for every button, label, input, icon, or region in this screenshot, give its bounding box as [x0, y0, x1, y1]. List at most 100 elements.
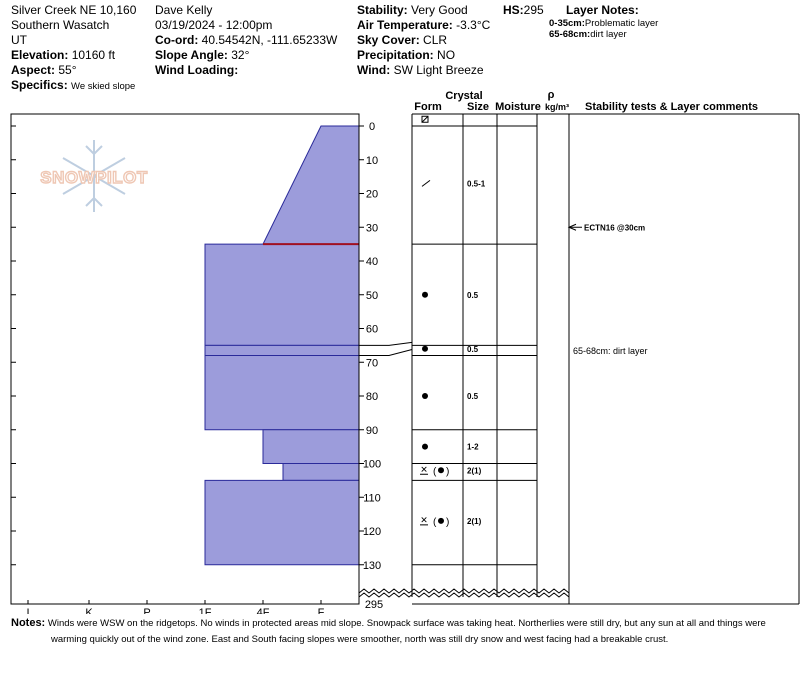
header-col-location: Silver Creek NE 10,160 Southern Wasatch … — [11, 3, 136, 93]
layer-comment-label: 65-68cm: dirt layer — [573, 346, 648, 356]
paren-icon: ) — [446, 466, 449, 477]
air-temp-value: -3.3°C — [456, 18, 491, 32]
header-col-conditions: Stability: Very Good Air Temperature: -3… — [357, 3, 490, 78]
sky-row: Sky Cover: CLR — [357, 33, 490, 48]
hardness-tick-label: F — [318, 607, 325, 614]
wind-label: Wind: — [357, 63, 391, 77]
specifics-row: Specifics: We skied slope — [11, 78, 136, 93]
layer-note-range: 0-35cm: — [549, 18, 585, 29]
aspect-label: Aspect: — [11, 63, 56, 77]
depth-axis: 0 10 20 30 40 50 60 70 80 90 100 110 120 130 295 — [11, 114, 383, 611]
crystal-size-label: 2(1) — [467, 517, 482, 526]
aspect-row: Aspect: 55° — [11, 63, 136, 78]
stability-row: Stability: Very Good — [357, 3, 490, 18]
rounded-grain-icon — [422, 443, 428, 450]
crystal-row — [421, 115, 429, 123]
hardness-tick-label: K — [85, 607, 93, 614]
depth-tick-label: 50 — [366, 290, 378, 302]
paren-icon: ( — [433, 466, 437, 477]
hardness-layer-bar — [262, 125, 360, 245]
snowflake-icon — [62, 140, 126, 212]
crystal-size-label: 0.5 — [467, 291, 479, 300]
elevation-value: 10160 ft — [71, 48, 116, 62]
depth-break-zigzag — [358, 588, 570, 594]
hs-label: HS: — [503, 3, 524, 17]
crystal-row: 0.5 — [422, 392, 479, 401]
rounded-grain-icon — [438, 467, 444, 474]
notes-block: Notes: Winds were WSW on the ridgetops. … — [11, 615, 796, 648]
observation-datetime: 03/19/2024 - 12:00pm — [155, 18, 273, 32]
crystal-size-label: 1-2 — [467, 443, 479, 452]
col-header-size: Size — [467, 101, 489, 113]
location-name: Silver Creek NE 10,160 — [11, 3, 137, 17]
col-header-form: Form — [414, 101, 442, 113]
air-temp-label: Air Temperature: — [357, 18, 453, 32]
wind-row: Wind: SW Light Breeze — [357, 63, 490, 78]
rounded-grain-icon — [422, 291, 428, 298]
hardness-tick-label: I — [26, 607, 29, 614]
depth-tick-label: 80 — [366, 391, 378, 403]
snow-profile-chart: SNOWPILOT 0 10 20 30 40 50 60 70 80 90 100 110 120 13… — [10, 89, 800, 614]
hardness-layer-bar — [262, 429, 360, 464]
col-header-comments: Stability tests & Layer comments — [585, 101, 758, 113]
hardness-layer-bar — [204, 355, 360, 431]
layer-note-item: 65-68cm:dirt layer — [549, 29, 658, 40]
rounded-grain-icon — [422, 345, 428, 352]
depth-bottom-label: 295 — [365, 599, 383, 611]
crystal-table: Crystal Form Size Moisture ρ kg/m³ Stabi… — [358, 89, 800, 605]
notes-line-2: warming quickly out of the wind zone. Ea… — [11, 632, 796, 648]
elevation-row: Elevation: 10160 ft — [11, 48, 136, 63]
rounded-grain-icon — [438, 517, 444, 524]
wind-loading-row: Wind Loading: — [155, 63, 337, 78]
notes-label: Notes: — [11, 617, 46, 629]
hardness-layer-bar — [204, 344, 360, 356]
hs-value: 295 — [523, 3, 544, 17]
table-layer-lines — [359, 243, 537, 566]
depth-tick-label: 90 — [366, 425, 378, 437]
crystal-size-label: 2(1) — [467, 466, 482, 475]
notes-text-1: Winds were WSW on the ridgetops. No wind… — [47, 618, 766, 629]
col-header-crystal: Crystal — [445, 90, 482, 102]
hardness-layer-bar — [204, 479, 360, 566]
rounded-grain-icon — [422, 393, 428, 399]
col-header-moisture: Moisture — [495, 101, 541, 113]
depth-tick-label: 100 — [363, 459, 381, 471]
air-temp-row: Air Temperature: -3.3°C — [357, 18, 490, 33]
crystal-row: 0.5 — [422, 345, 479, 354]
crystal-row: ✕ () 2(1) — [420, 515, 482, 528]
wind-value: SW Light Breeze — [393, 63, 484, 77]
hardness-tick-label: 1F — [199, 607, 212, 614]
crystal-size-label: 0.5-1 — [467, 179, 486, 188]
snowpilot-watermark: SNOWPILOT — [40, 140, 148, 212]
hardness-tick-label: 4F — [257, 607, 270, 614]
crystal-size-label: 0.5 — [467, 392, 479, 401]
coord-label: Co-ord: — [155, 33, 199, 47]
depth-tick-label: 40 — [366, 256, 378, 268]
precip-value: NO — [437, 48, 456, 62]
elevation-label: Elevation: — [11, 48, 69, 62]
layer-note-text: dirt layer — [590, 29, 627, 40]
crystal-row: ✕ () 2(1) — [420, 464, 482, 477]
depth-tick-label: 70 — [366, 357, 378, 369]
layer-note-range: 65-68cm: — [549, 29, 591, 40]
crystal-row: 0.5 — [422, 291, 479, 300]
stability-tests: ECTN16 @30cm 65-68cm: dirt layer — [567, 223, 648, 356]
stability-label: Stability: — [357, 3, 408, 17]
layer-note-item: 0-35cm:Problematic layer — [549, 18, 658, 29]
stability-test-label: ECTN16 @30cm — [584, 223, 645, 232]
crystal-row: 1-2 — [422, 443, 479, 452]
layer-connector — [359, 349, 413, 356]
layer-note-text: Problematic layer — [584, 18, 659, 29]
crystal-rows: 0.5-1 0.5 0.5 0.5 1-2 ✕ () 2(1) ✕ () 2(1) — [420, 115, 486, 528]
header-col-observer: Dave Kelly 03/19/2024 - 12:00pm Co-ord: … — [155, 3, 337, 78]
col-header-density: kg/m³ — [545, 102, 569, 112]
crystal-row: 0.5-1 — [421, 179, 486, 188]
specifics-value: We skied slope — [71, 81, 136, 92]
wind-loading-label: Wind Loading: — [155, 63, 239, 77]
precip-label: Precipitation: — [357, 48, 434, 62]
state-name: UT — [11, 33, 27, 47]
hardness-layer-bar — [204, 243, 360, 346]
hardness-tick-label: P — [143, 607, 150, 614]
header-col-layer-notes: Layer Notes: 0-35cm:Problematic layer 65… — [549, 3, 658, 40]
sky-label: Sky Cover: — [357, 33, 420, 47]
